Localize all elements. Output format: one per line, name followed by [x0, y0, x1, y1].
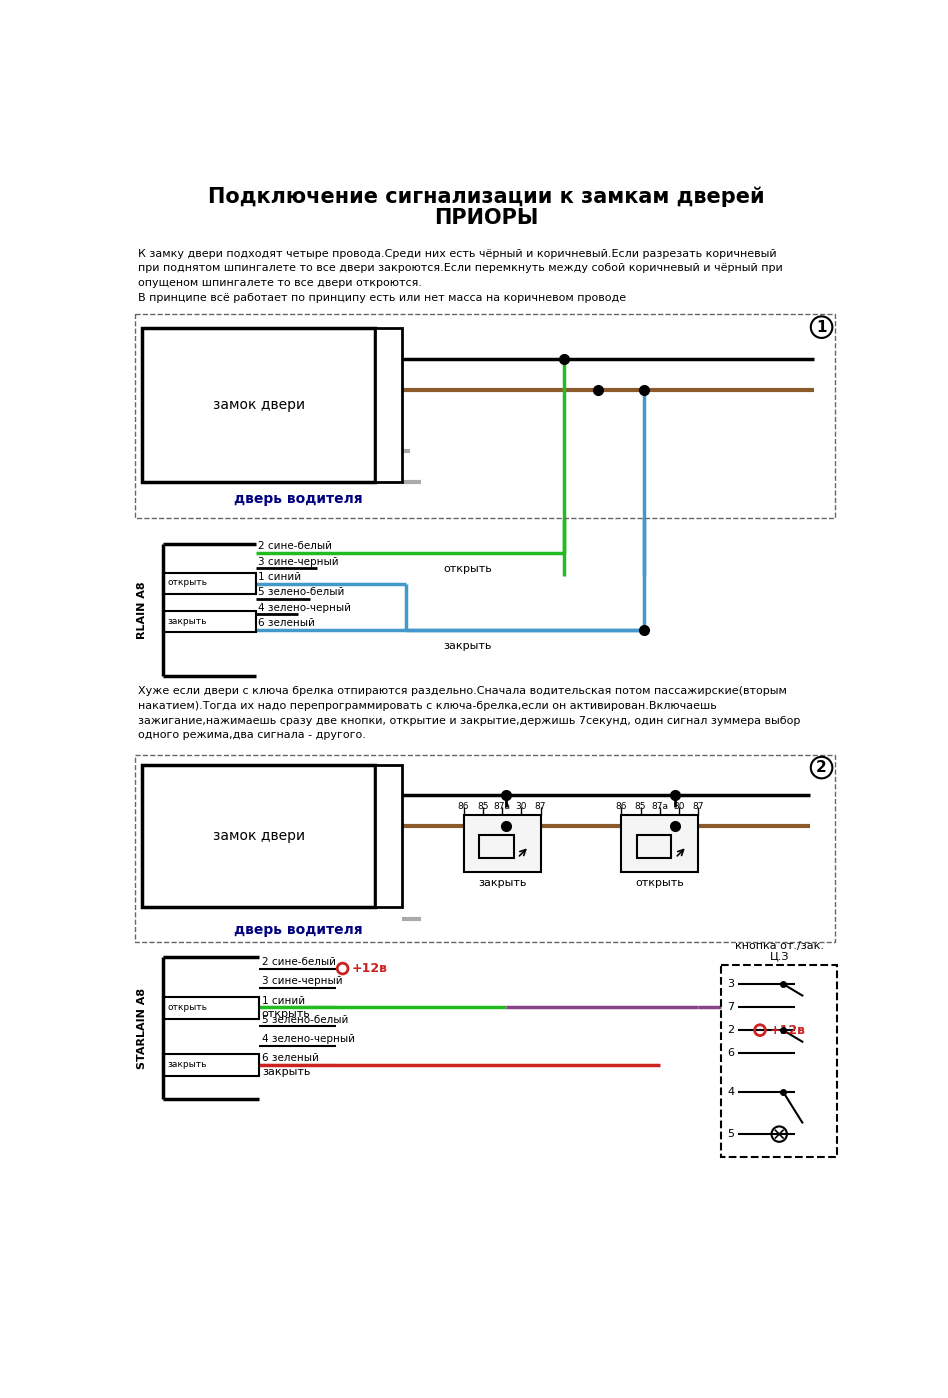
Text: 2: 2 [816, 761, 827, 774]
Text: ПРИОРЫ: ПРИОРЫ [433, 208, 538, 228]
Text: замок двери: замок двери [212, 829, 304, 843]
Bar [464, 815, 540, 872]
Text: открыть: открыть [262, 1009, 311, 1019]
Text: 3 сине-черный: 3 сине-черный [262, 976, 342, 986]
Text: 87а: 87а [494, 802, 511, 811]
Text: закрыть: закрыть [262, 1067, 310, 1076]
Text: 86: 86 [458, 802, 469, 811]
Text: 85: 85 [477, 802, 488, 811]
Text: 5: 5 [727, 1130, 734, 1139]
Bar [721, 965, 837, 1158]
Bar [375, 329, 402, 482]
Text: 2: 2 [727, 1025, 735, 1035]
Text: 2 сине-белый: 2 сине-белый [258, 541, 332, 551]
Text: 4 зелено-черный: 4 зелено-черный [258, 603, 351, 612]
Text: Хуже если двери с ключа брелка отпираются раздельно.Сначала водительская потом п: Хуже если двери с ключа брелка отпираютс… [137, 686, 800, 741]
Text: открыть: открыть [167, 577, 207, 587]
Text: закрыть: закрыть [167, 617, 207, 626]
Text: открыть: открыть [167, 1004, 207, 1012]
Text: 85: 85 [635, 802, 647, 811]
Text: дверь водителя: дверь водителя [233, 492, 362, 506]
Bar [142, 765, 375, 907]
Text: 7: 7 [727, 1002, 735, 1012]
Text: 3 сине-черный: 3 сине-черный [258, 556, 338, 566]
Text: 30: 30 [673, 802, 684, 811]
Text: открыть: открыть [443, 563, 492, 573]
Text: 2 сине-белый: 2 сине-белый [262, 958, 336, 967]
Text: закрыть: закрыть [443, 640, 492, 650]
Text: 87: 87 [693, 802, 704, 811]
Text: 87а: 87а [651, 802, 668, 811]
Text: +12в: +12в [352, 962, 388, 974]
Bar [142, 329, 375, 482]
Text: закрыть: закрыть [478, 878, 526, 889]
Text: 4: 4 [727, 1086, 735, 1097]
Text: RLAIN A8: RLAIN A8 [137, 582, 148, 639]
Text: 86: 86 [615, 802, 628, 811]
Text: STARLAIN A8: STARLAIN A8 [137, 987, 148, 1069]
Text: 4 зелено-черный: 4 зелено-черный [262, 1035, 355, 1044]
Text: закрыть: закрыть [167, 1060, 207, 1069]
Text: дверь водителя: дверь водителя [233, 923, 362, 937]
Text: 6 зеленый: 6 зеленый [258, 618, 315, 628]
Text: 87: 87 [535, 802, 546, 811]
Text: 1 синий: 1 синий [262, 995, 305, 1005]
Text: 3: 3 [727, 979, 734, 988]
Text: Ц.З: Ц.З [770, 951, 789, 960]
Text: 30: 30 [516, 802, 527, 811]
Bar [479, 835, 514, 858]
Text: открыть: открыть [635, 878, 684, 889]
Text: К замку двери подходят четыре провода.Среди них есть чёрный и коричневый.Если ра: К замку двери подходят четыре провода.Ср… [137, 249, 782, 303]
Bar [163, 573, 256, 594]
Text: 5 зелено-белый: 5 зелено-белый [262, 1015, 348, 1025]
Text: кнопка от./зак.: кнопка от./зак. [735, 941, 824, 951]
Bar [163, 611, 256, 632]
Text: Подключение сигнализации к замкам дверей: Подключение сигнализации к замкам дверей [208, 187, 764, 207]
Bar [375, 765, 402, 907]
Bar [163, 997, 260, 1019]
Text: 5 зелено-белый: 5 зелено-белый [258, 587, 344, 597]
Text: 6 зеленый: 6 зеленый [262, 1053, 319, 1064]
Text: 6: 6 [727, 1048, 734, 1058]
Text: замок двери: замок двери [212, 398, 304, 412]
Text: 1 синий: 1 синий [258, 572, 301, 582]
Bar [621, 815, 699, 872]
Bar [163, 1054, 260, 1075]
Bar [637, 835, 671, 858]
Text: +12в: +12в [769, 1023, 805, 1037]
Text: 1: 1 [816, 320, 827, 334]
Bar [135, 755, 835, 942]
Bar [135, 315, 835, 519]
